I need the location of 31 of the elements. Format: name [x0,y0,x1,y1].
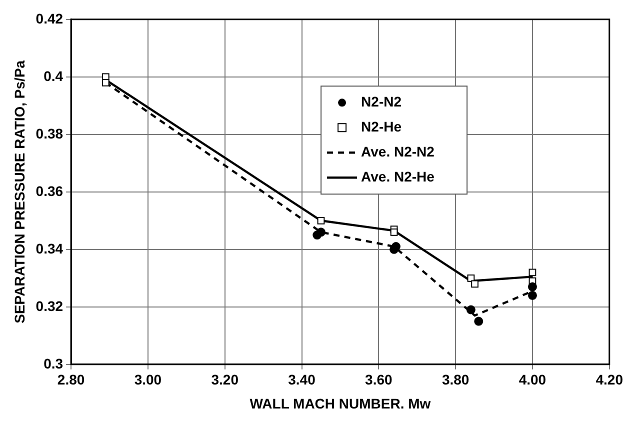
y-tick-label: 0.34 [36,240,64,256]
y-tick-label: 0.42 [36,10,64,26]
y-axis-title: SEPARATION PRESSURE RATIO, Ps/Pa [11,60,28,324]
point [317,216,325,224]
legend-label: Ave. N2-N2 [361,144,435,160]
point [471,280,478,288]
point [528,268,536,276]
x-tick-label: 3.60 [365,372,392,388]
point [528,282,537,292]
x-axis-title: WALL MACH NUMBER. Mw [250,395,431,412]
point [474,316,484,326]
legend-label: Ave. N2-He [361,168,435,185]
x-tick-label: 3.20 [211,372,239,388]
point [466,305,476,314]
x-tick-label: 3.80 [442,372,470,388]
legend-label: N2-N2 [361,94,402,110]
point [390,228,398,236]
y-tick-label: 0.38 [36,125,64,142]
x-tick-label: 4.00 [518,372,546,388]
x-tick-label: 3.40 [288,372,316,388]
legend-label: N2-He [361,118,402,135]
point [316,228,326,237]
point [102,78,110,86]
y-tick-label: 0.3 [44,355,64,372]
point [528,290,537,300]
y-tick-label: 0.4 [44,68,64,84]
y-tick-label: 0.32 [36,298,64,314]
y-tick-label: 0.36 [36,182,64,199]
x-tick-label: 3.00 [134,372,162,388]
x-tick-label: 2.80 [57,372,85,388]
x-tick-label: 4.20 [596,372,624,388]
